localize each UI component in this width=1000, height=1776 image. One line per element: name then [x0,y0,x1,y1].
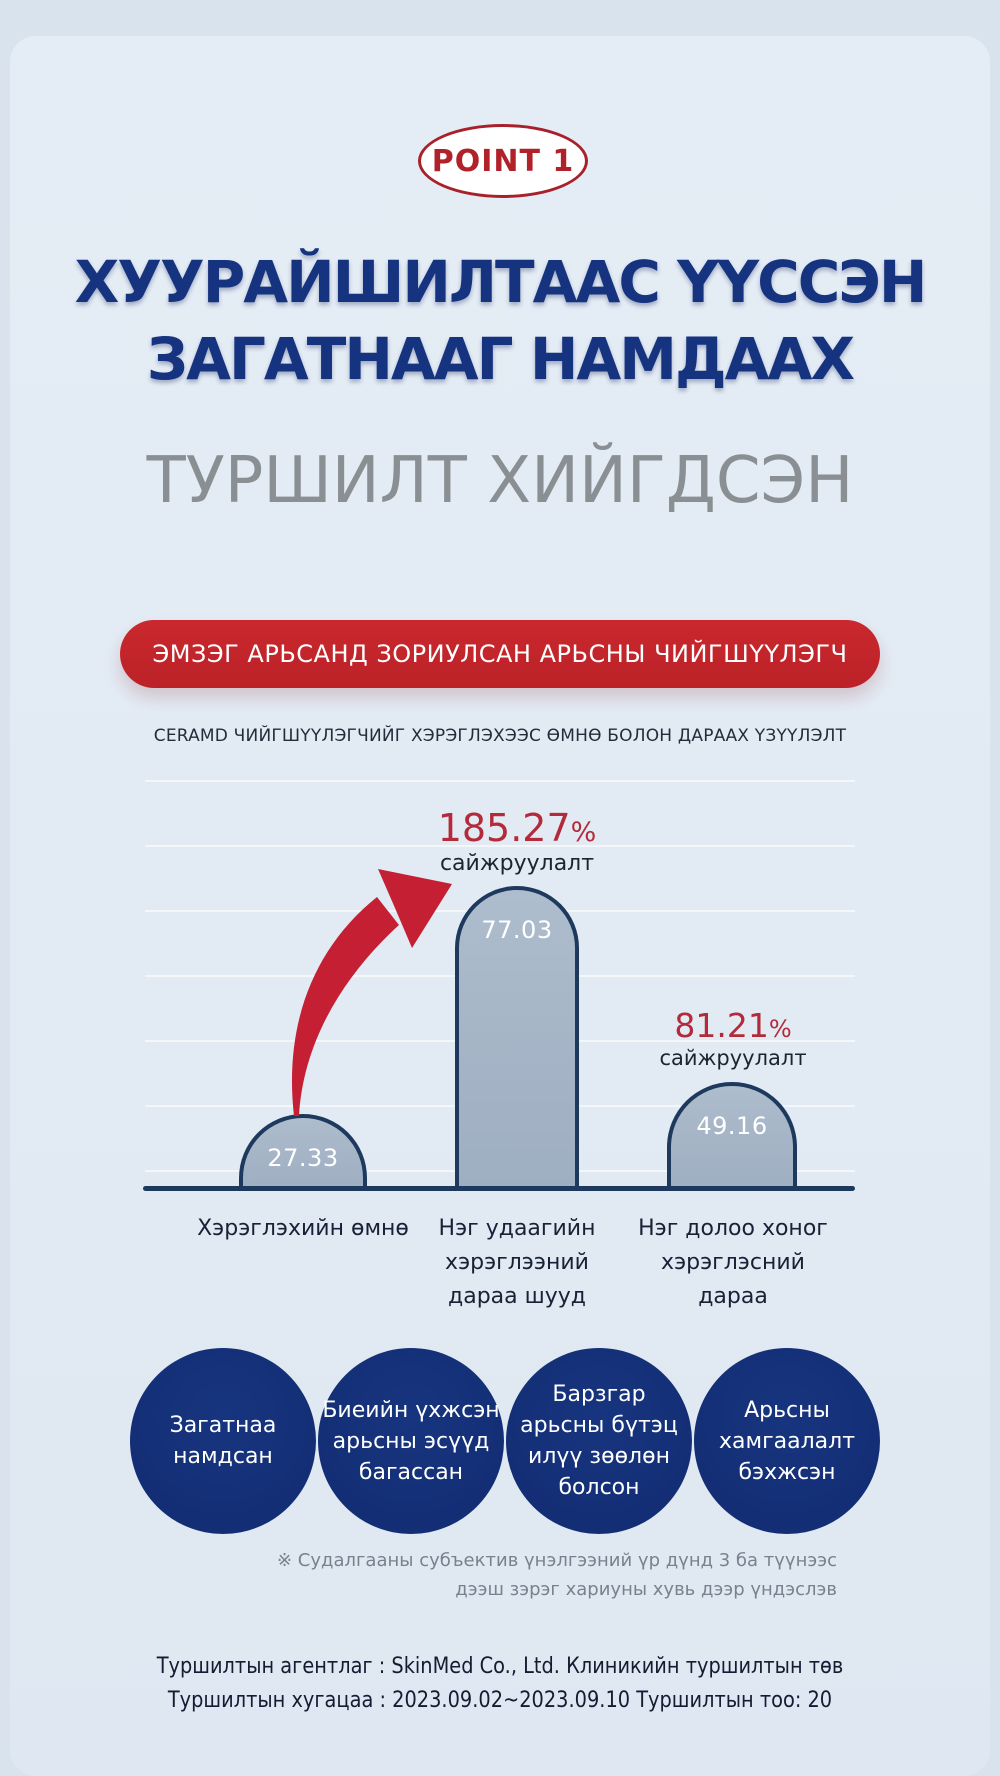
bar-value: 49.16 [696,1112,768,1140]
bar-after-one-week: 49.16 [667,1082,797,1188]
callout-improvement-after-once: 185.27% сайжруулалт [377,806,657,876]
benefit-circle-skin-barrier: Арьсны хамгаалалт бэхжсэн [694,1348,880,1534]
banner-label: ЭМЗЭГ АРЬСАНД ЗОРИУЛСАН АРЬСНЫ ЧИЙГШҮҮЛЭ… [152,640,848,668]
footer-line-2: Туршилтын хугацаа : 2023.09.02~2023.09.1… [167,1688,833,1713]
growth-arrow-icon [291,869,452,1116]
benefit-circle-dead-skin-cells: Биеийн үхжсэн арьсны эсүүд багассан [318,1348,504,1534]
footer-line-1: Туршилтын агентлаг : SkinMed Co., Ltd. К… [156,1654,844,1679]
callout-improvement-after-week: 81.21% сайжруулалт [593,1006,873,1070]
bar-after-single-use: 77.03 [455,886,579,1188]
main-title: ХУУРАЙШИЛТААС ҮҮССЭН ЗАГАТНААГ НАМДААХ [0,244,1000,398]
chart-baseline [143,1186,855,1191]
percent-sign: % [768,1015,792,1043]
benefit-circle-smoother-texture: Барзгар арьсны бүтэц илүү зөөлөн болсон [506,1348,692,1534]
bar-value: 27.33 [267,1144,339,1172]
axis-label-before-use: Хэрэглэхийн өмнө [197,1216,409,1241]
point-badge: POINT 1 [418,124,588,198]
banner-pill: ЭМЗЭГ АРЬСАНД ЗОРИУЛСАН АРЬСНЫ ЧИЙГШҮҮЛЭ… [120,620,880,688]
footer: Туршилтын агентлаг : SkinMed Co., Ltd. К… [60,1650,940,1718]
point-badge-label: POINT 1 [431,143,575,179]
percent-sign: % [570,817,597,848]
improvement-label: сайжруулалт [439,851,595,876]
chart-caption: CERAMD ЧИЙГШҮҮЛЭГЧИЙГ ХЭРЭГЛЭХЭЭС ӨМНӨ Б… [153,726,847,746]
benefit-circle-itch-relief: Загатнаа намдсан [130,1348,316,1534]
gridline [145,780,855,782]
percent-value: 185.27 [437,806,571,850]
axis-label-one-week: Нэг долоо хоног хэрэглэсний дараа [638,1216,828,1309]
title-line-1: ХУУРАЙШИЛТААС ҮҮССЭН [74,248,928,316]
percent-value: 81.21 [674,1006,769,1045]
bar-value: 77.03 [481,916,553,944]
improvement-label: сайжруулалт [659,1046,807,1070]
gridline [145,845,855,847]
axis-label-single-use: Нэг удаагийн хэрэглээний дараа шууд [438,1216,596,1309]
title-line-2: ЗАГАТНААГ НАМДААХ [146,325,855,393]
subtitle: ТУРШИЛТ ХИЙГДСЭН [146,444,854,518]
footnote: ※ Судалгааны субъектив үнэлгээний үр дүн… [276,1550,837,1600]
